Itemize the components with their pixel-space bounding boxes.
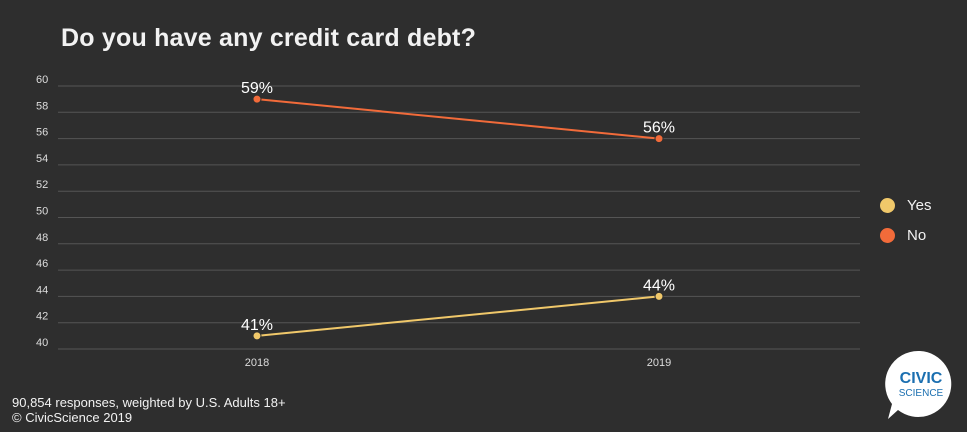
point-yes-2019 [654, 291, 664, 301]
x-tick-label-2018: 2018 [245, 357, 269, 369]
legend-label-no: No [907, 226, 927, 244]
point-no-2019 [654, 134, 664, 144]
footer-responses: 90,854 responses, weighted by U.S. Adult… [12, 395, 286, 410]
legend-swatch-yes [880, 197, 895, 213]
legend-swatch-no [880, 227, 895, 243]
legend-label-yes: Yes [907, 196, 932, 214]
footer-copyright: © CivicScience 2019 [12, 410, 133, 425]
legend-item-no[interactable]: No [880, 220, 931, 250]
legend: Yes No [880, 190, 931, 250]
y-tick-label-56: 56 [36, 127, 48, 139]
y-tick-label-44: 44 [36, 284, 48, 296]
y-tick-label-50: 50 [36, 206, 48, 218]
y-tick-label-52: 52 [36, 179, 48, 191]
point-no-2018 [252, 94, 262, 104]
series-line-yes [256, 295, 660, 337]
logo-text-science: SCIENCE [899, 388, 944, 399]
logo-speech-bubble [885, 350, 952, 419]
y-tick-label-58: 58 [36, 100, 48, 112]
logo-text-civic: CIVIC [900, 370, 943, 387]
civicscience-logo: CIVIC SCIENCE [885, 350, 952, 419]
data-label-no-2018: 59% [241, 80, 273, 97]
y-tick-label-46: 46 [36, 258, 48, 270]
data-label-yes-2019: 44% [643, 277, 675, 294]
data-label-yes-2018: 41% [241, 317, 273, 334]
y-tick-label-40: 40 [36, 337, 48, 349]
point-yes-2018 [252, 331, 262, 341]
legend-item-yes[interactable]: Yes [880, 190, 931, 220]
data-label-no-2019: 56% [643, 120, 675, 137]
x-tick-label-2019: 2019 [647, 357, 671, 369]
footer: 90,854 responses, weighted by U.S. Adult… [12, 395, 286, 425]
series-line-no [256, 98, 660, 140]
chart-title: Do you have any credit card debt? [61, 24, 477, 52]
y-tick-label-48: 48 [36, 232, 48, 244]
y-tick-label-42: 42 [36, 311, 48, 323]
y-tick-label-54: 54 [36, 153, 48, 165]
y-tick-label-60: 60 [36, 74, 48, 86]
